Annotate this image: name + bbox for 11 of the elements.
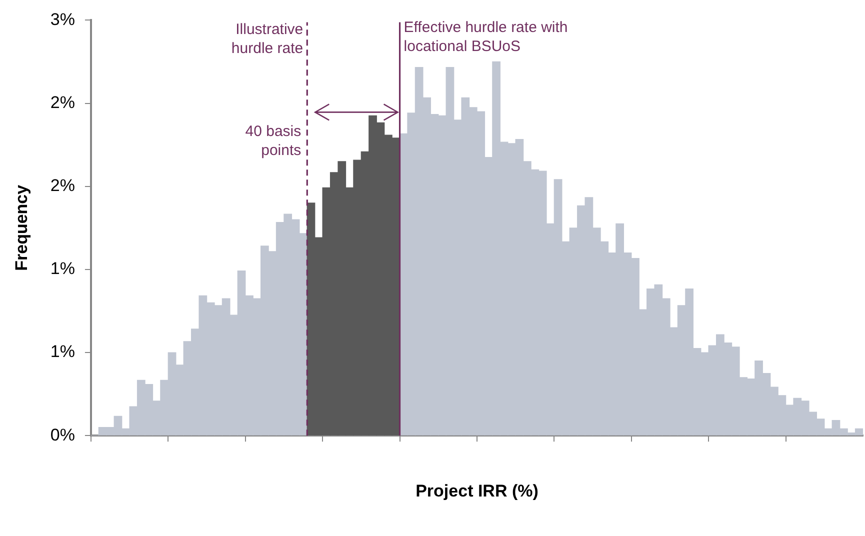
y-tick-label: 2%: [50, 92, 75, 112]
y-tick-label: 2%: [50, 176, 75, 196]
annotation: 40 basis points: [245, 122, 302, 159]
y-axis-title: Frequency: [12, 184, 31, 271]
text: Illustrative hurdle rate: [231, 20, 304, 57]
y-tick-label: 1%: [50, 342, 75, 362]
y-tick-label: 3%: [50, 10, 75, 29]
y-tick-label: 1%: [50, 259, 75, 278]
y-tick-label: 0%: [50, 425, 75, 444]
x-axis-title: Project IRR (%): [416, 481, 538, 500]
text: Effective hurdle rate with locational BSUoS: [404, 18, 568, 55]
